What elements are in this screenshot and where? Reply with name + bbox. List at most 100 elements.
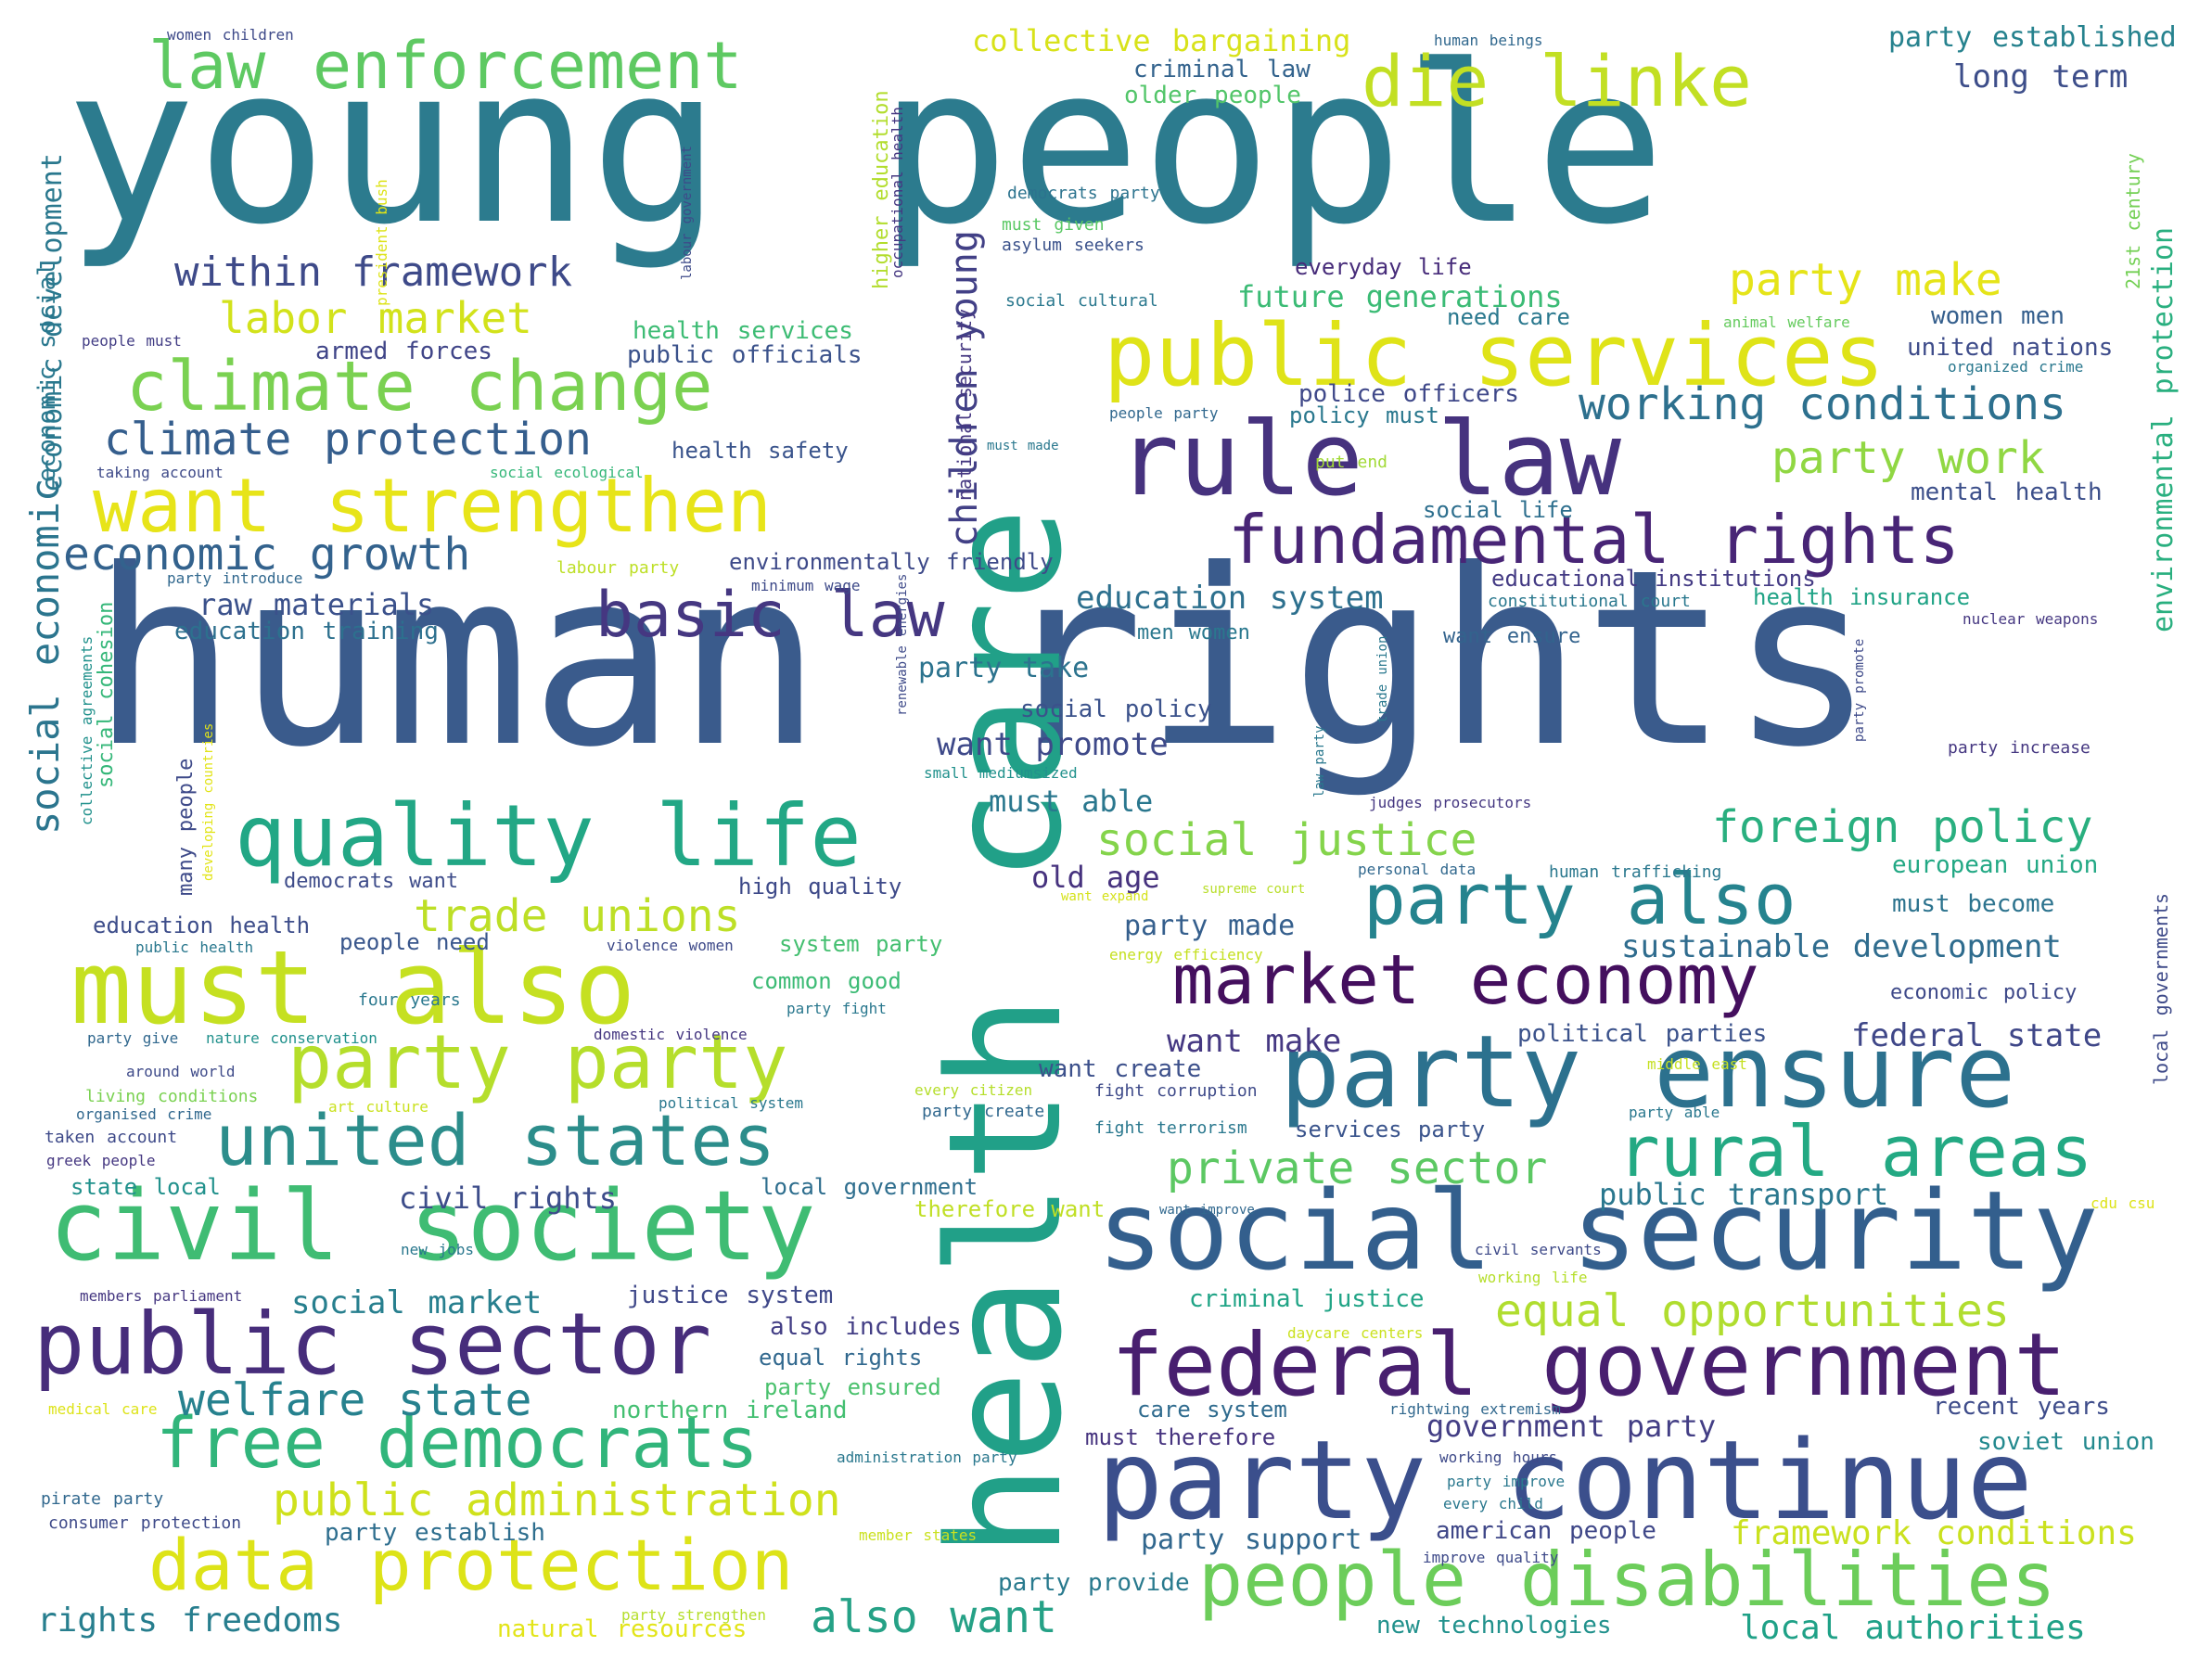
word-local-government: local government	[761, 1174, 978, 1200]
word-nuclear-weapons: nuclear weapons	[1963, 610, 2099, 628]
word-criminal-justice: criminal justice	[1189, 1285, 1425, 1313]
word-party-increase: party increase	[1948, 738, 2091, 758]
word-around-world: around world	[126, 1063, 236, 1080]
word-social-policy: social policy	[1020, 696, 1212, 723]
word-party-promote: party promote	[1852, 638, 1867, 742]
word-trade-unions: trade unions	[414, 890, 741, 942]
word-european-union: european union	[1892, 851, 2099, 879]
word-must-therefore: must therefore	[1085, 1424, 1276, 1450]
word-social-justice: social justice	[1096, 814, 1477, 866]
word-old-age: old age	[1031, 860, 1160, 895]
word-civil-society: civil society	[49, 1169, 816, 1283]
word-high-quality: high quality	[738, 874, 902, 900]
word-market-economy: market economy	[1172, 940, 1759, 1020]
word-party-give: party give	[87, 1029, 179, 1047]
word-soviet-union: soviet union	[1977, 1428, 2154, 1456]
word-party-support: party support	[1141, 1524, 1362, 1556]
word-also-want: also want	[811, 1591, 1057, 1643]
word-collective-bargaining: collective bargaining	[972, 23, 1351, 58]
word-must-become: must become	[1892, 890, 2055, 918]
word-medical-care: medical care	[48, 1400, 158, 1418]
word-system-party: system party	[779, 931, 943, 957]
word-taking-account: taking account	[96, 464, 224, 481]
word-party-fight: party fight	[786, 1000, 887, 1017]
word-government-party: government party	[1426, 1409, 1717, 1444]
word-armed-forces: armed forces	[315, 338, 492, 365]
word-party-party: party party	[288, 1019, 788, 1105]
word-asylum-seekers: asylum seekers	[1002, 236, 1144, 255]
word-economic-policy: economic policy	[1890, 981, 2078, 1004]
word-die-linke: die linke	[1362, 40, 1752, 122]
word-mental-health: mental health	[1911, 479, 2103, 506]
word-education-health: education health	[93, 913, 311, 938]
word-welfare-state: welfare state	[178, 1374, 532, 1426]
word-animal-welfare: animal welfare	[1723, 313, 1850, 331]
word-renewable-energies: renewable energies	[895, 573, 910, 716]
word-human-trafficking: human trafficking	[1549, 862, 1722, 882]
word-small-mediumsized: small mediumsized	[924, 764, 1078, 782]
word-political-system: political system	[658, 1094, 804, 1112]
word-public-transport: public transport	[1599, 1177, 1889, 1212]
word-climate-protection: climate protection	[104, 414, 592, 466]
word-women-children: women children	[167, 26, 294, 44]
word-foreign-policy: foreign policy	[1712, 801, 2093, 853]
word-party-also: party also	[1363, 858, 1796, 940]
word-living-conditions: living conditions	[85, 1087, 259, 1106]
word-state-local: state local	[70, 1174, 221, 1200]
word-want-create: want create	[1039, 1055, 1202, 1083]
word-climate-change: climate change	[126, 347, 713, 427]
word-private-sector: private sector	[1167, 1142, 1548, 1194]
word-democrats-party: democrats party	[1007, 184, 1160, 203]
word-social-cultural: social cultural	[1005, 291, 1158, 311]
word-law-enforcement: law enforcement	[148, 28, 743, 104]
word-justice-system: justice system	[627, 1282, 834, 1309]
word-every-citizen: every citizen	[914, 1081, 1033, 1099]
word-party-made: party made	[1124, 910, 1296, 942]
word-must-made: must made	[987, 439, 1059, 453]
word-party-work: party work	[1771, 432, 2045, 484]
word-greek-people: greek people	[46, 1152, 156, 1169]
word-nature-conservation: nature conservation	[206, 1029, 377, 1047]
word-labor-market: labor market	[219, 293, 532, 343]
word-human-rights: human rights	[91, 517, 1876, 800]
word-united-nations: united nations	[1907, 334, 2114, 362]
word-taken-account: taken account	[45, 1128, 178, 1147]
word-members-parliament: members parliament	[80, 1287, 243, 1305]
word-civil-servants: civil servants	[1475, 1241, 1602, 1258]
word-party-continue: party continue	[1097, 1416, 2033, 1544]
word-new-technologies: new technologies	[1376, 1612, 1612, 1640]
word-want-strengthen: want strengthen	[93, 463, 773, 549]
word-law-party: law party	[1312, 725, 1327, 798]
word-labour-party: labour party	[556, 558, 680, 578]
word-social-market: social market	[291, 1284, 543, 1321]
word-party-make: party make	[1729, 254, 2002, 306]
word-public-administration: public administration	[273, 1474, 841, 1526]
word-police-officers: police officers	[1298, 380, 1519, 408]
word-rural-areas: rural areas	[1617, 1110, 2093, 1193]
word-federal-government: federal government	[1111, 1315, 2066, 1416]
word-everyday-life: everyday life	[1295, 254, 1472, 280]
word-party-established: party established	[1888, 21, 2177, 54]
word-local-governments: local governments	[2150, 892, 2172, 1085]
word-party-take: party take	[918, 652, 1090, 684]
word-therefore-want: therefore want	[914, 1196, 1106, 1222]
word-older-people: older people	[1124, 82, 1301, 109]
word-public-officials: public officials	[627, 341, 863, 369]
word-local-authorities: local authorities	[1740, 1609, 2086, 1647]
word-cdu-csu: cdu csu	[2091, 1194, 2155, 1212]
word-party-establish: party establish	[325, 1519, 545, 1547]
word-young-people: young people	[65, 19, 1666, 273]
word-want-make: want make	[1167, 1023, 1342, 1060]
word-developing-countries: developing countries	[201, 722, 216, 881]
word-economic-social: economic social	[33, 262, 61, 482]
word-health-safety: health safety	[671, 438, 849, 464]
word-raw-materials: raw materials	[198, 587, 435, 622]
word-pirate-party: pirate party	[41, 1489, 164, 1509]
word-energy-efficiency: energy efficiency	[1109, 946, 1263, 964]
word-trade-union: trade union	[1375, 635, 1390, 723]
word-working-life: working life	[1478, 1269, 1588, 1286]
word-american-people: american people	[1436, 1517, 1656, 1545]
word-rights-freedoms: rights freedoms	[37, 1602, 343, 1640]
word-environmental-protection: environmental protection	[2147, 226, 2180, 632]
